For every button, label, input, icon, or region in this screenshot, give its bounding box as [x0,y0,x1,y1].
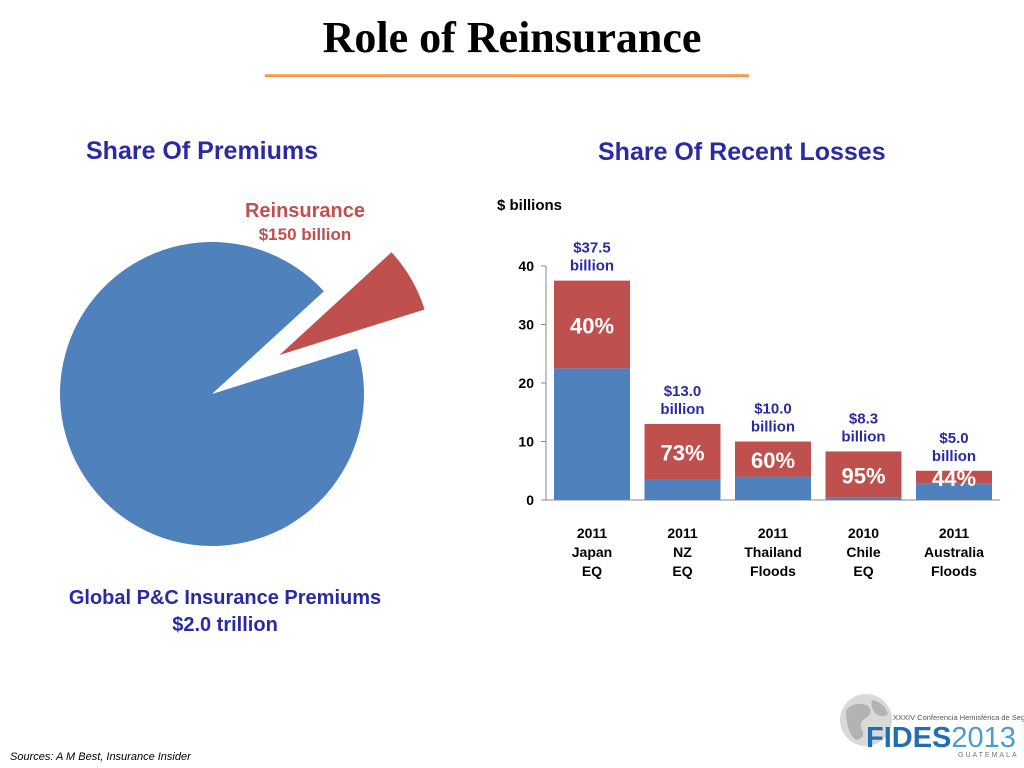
reinsurance-value: $150 billion [258,225,352,244]
fides-globe-icon [840,694,892,746]
x-category-label: Chile [846,544,880,560]
x-category-label: Thailand [744,544,802,560]
bar-segment-reinsurance [735,441,811,477]
y-tick-label: 40 [518,258,534,274]
x-category-label: 2011 [939,525,970,541]
bar-total-label: $13.0 [664,383,702,400]
bar-segment-retained [554,368,630,500]
bar-total-label: billion [570,258,614,275]
global-value: $2.0 trillion [172,614,278,636]
bar-segment-retained [916,483,992,500]
pie-slice-global [60,242,365,546]
bar-segment-retained [644,479,721,500]
x-category-label: EQ [853,563,873,579]
bar-total-label: $8.3 [849,410,878,427]
reinsurance-label: Reinsurance [244,200,366,222]
x-category-label: 2011 [758,525,789,541]
pie-slice-reinsurance [279,252,425,355]
global-label: Global P&C Insurance Premiums [68,587,382,609]
x-category-label: Japan [572,544,612,560]
bar-segment-reinsurance [644,423,721,480]
bar-total-label: billion [932,448,976,465]
x-category-label: 2011 [577,525,608,541]
bar-percent-label: 73% [660,441,704,466]
x-category-label: 2011 [667,525,698,541]
bar-total-label: billion [751,419,795,436]
bar-total-label: billion [841,428,885,445]
y-tick-label: 10 [518,434,534,450]
bar-total-label: $5.0 [939,430,968,447]
global-premiums-label: Global P&C Insurance Premiums $2.0 trill… [30,585,420,639]
bar-percent-label: 95% [841,464,885,489]
bar-total-label: $37.5 [573,240,611,257]
x-category-label: NZ [673,544,692,560]
bar-percent-label: 40% [570,314,614,339]
bar-total-label: $10.0 [754,401,792,418]
bar-segment-retained [735,476,811,500]
fides-logo: FIDES2013 [866,722,1016,755]
x-category-label: 2010 [848,525,879,541]
y-tick-label: 0 [526,492,534,508]
x-category-label: EQ [582,563,602,579]
bar-percent-label: 60% [751,448,795,473]
title-underline [265,74,749,77]
reinsurance-slice-label: Reinsurance $150 billion [210,200,400,245]
bar-chart-title: Share Of Recent Losses [598,138,886,166]
bar-total-label: billion [660,401,704,418]
pie-chart-title: Share Of Premiums [86,137,319,165]
logo-year: 2013 [951,722,1016,754]
y-tick-label: 30 [518,317,534,333]
logo-city: GUATEMALA [958,752,1019,759]
bar-segment-reinsurance [554,280,630,369]
logo-name: FIDES [866,722,952,754]
logo-subtitle: XXXIV Conferencia Hemisférica de Seguros [893,713,1024,722]
y-tick-label: 20 [518,375,534,391]
x-category-label: EQ [672,563,692,579]
bar-segment-reinsurance [916,470,992,484]
x-category-label: Floods [750,563,796,579]
x-category-label: Floods [931,563,977,579]
bar-segment-retained [825,497,902,500]
bar-segment-reinsurance [825,451,902,498]
sources-note: Sources: A M Best, Insurance Insider [10,751,191,763]
x-category-label: Australia [924,544,984,560]
slide-title: Role of Reinsurance [322,13,702,62]
y-axis-units: $ billions [497,197,563,214]
bar-percent-label: 44% [932,466,976,491]
